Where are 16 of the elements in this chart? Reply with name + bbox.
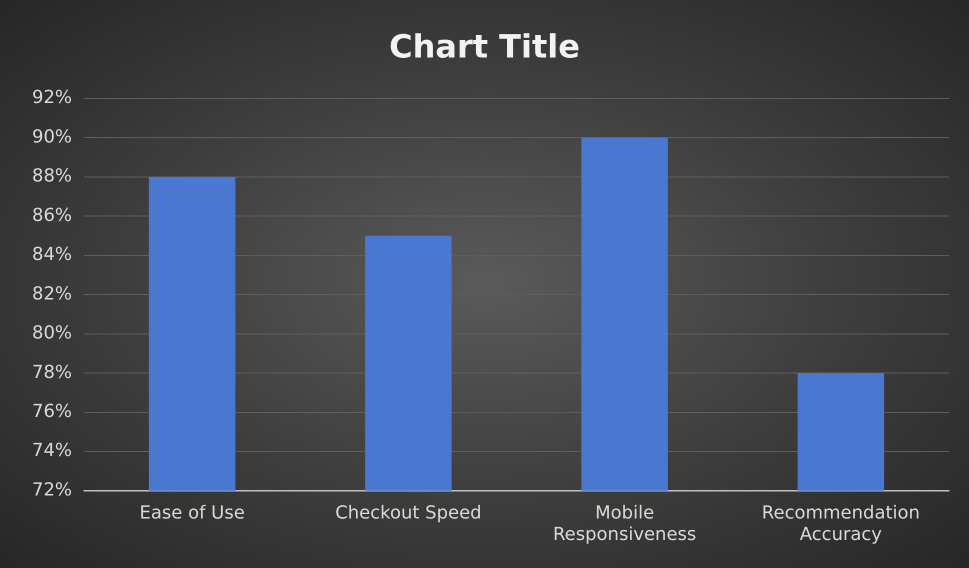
x-tick-label: Ease of Use xyxy=(139,502,245,524)
y-tick-label: 86% xyxy=(32,204,72,226)
y-tick-label: 92% xyxy=(32,87,72,108)
y-tick-label: 78% xyxy=(32,362,72,383)
y-tick-label: 72% xyxy=(32,479,72,500)
y-tick-label: 90% xyxy=(32,126,72,148)
x-tick-label: Mobile Responsiveness xyxy=(552,502,696,545)
y-tick-label: 80% xyxy=(32,322,72,344)
x-tick-label: Recommendation Accuracy xyxy=(762,502,920,545)
x-tick-label: Checkout Speed xyxy=(335,502,482,524)
y-tick-label: 76% xyxy=(32,400,72,422)
y-tick-label: 74% xyxy=(32,440,72,462)
y-tick-label: 88% xyxy=(32,166,72,187)
chart-title: Chart Title xyxy=(389,28,580,66)
y-tick-label: 84% xyxy=(32,244,72,266)
y-tick-label: 82% xyxy=(32,283,72,304)
